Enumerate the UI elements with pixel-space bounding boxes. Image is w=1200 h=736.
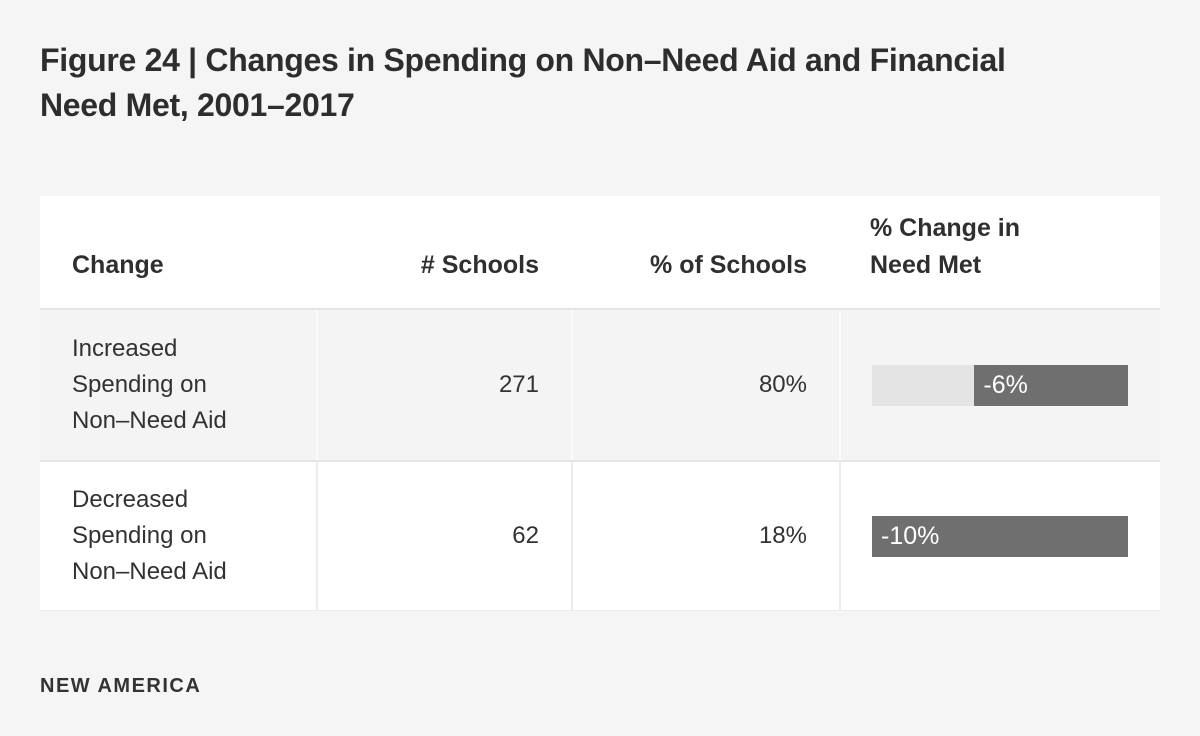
figure-table: Change # Schools % of Schools % Change i…	[40, 196, 1160, 611]
column-header-pct-schools: % of Schools	[650, 251, 807, 279]
cell-num-schools: 271	[316, 310, 571, 460]
need-met-bar-label: -10%	[881, 522, 940, 550]
need-met-bar-track: -6%	[872, 364, 1128, 406]
column-header-pct-change-need-met: % Change in Need Met	[870, 214, 1021, 279]
cell-need-met-bar: -10%	[839, 462, 1160, 610]
cell-num-schools: 62	[316, 462, 571, 610]
new-america-logo: NEW AMERICA	[40, 675, 202, 697]
cell-need-met-bar: -6%	[839, 310, 1160, 460]
cell-pct-schools: 80%	[571, 310, 839, 460]
cell-change-label: Increased Spending on Non–Need Aid	[72, 335, 227, 434]
column-header-num-schools: # Schools	[420, 251, 539, 279]
need-met-bar-label: -6%	[983, 371, 1028, 399]
need-met-bar-fill: -6%	[974, 364, 1128, 406]
need-met-bar-fill: -10%	[872, 515, 1128, 557]
column-header-change: Change	[72, 251, 164, 279]
table-header-row: Change # Schools % of Schools % Change i…	[40, 196, 1160, 310]
figure-title: Figure 24 | Changes in Spending on Non–N…	[40, 42, 1006, 123]
need-met-bar-track: -10%	[872, 515, 1128, 557]
report-figure-page: Figure 24 | Changes in Spending on Non–N…	[40, 42, 1160, 697]
cell-change-label: Decreased Spending on Non–Need Aid	[72, 486, 227, 585]
table-row-decreased-spending: Decreased Spending on Non–Need Aid 62 18…	[40, 462, 1160, 610]
cell-pct-schools: 18%	[571, 462, 839, 610]
table-row-increased-spending: Increased Spending on Non–Need Aid 271 8…	[40, 310, 1160, 462]
